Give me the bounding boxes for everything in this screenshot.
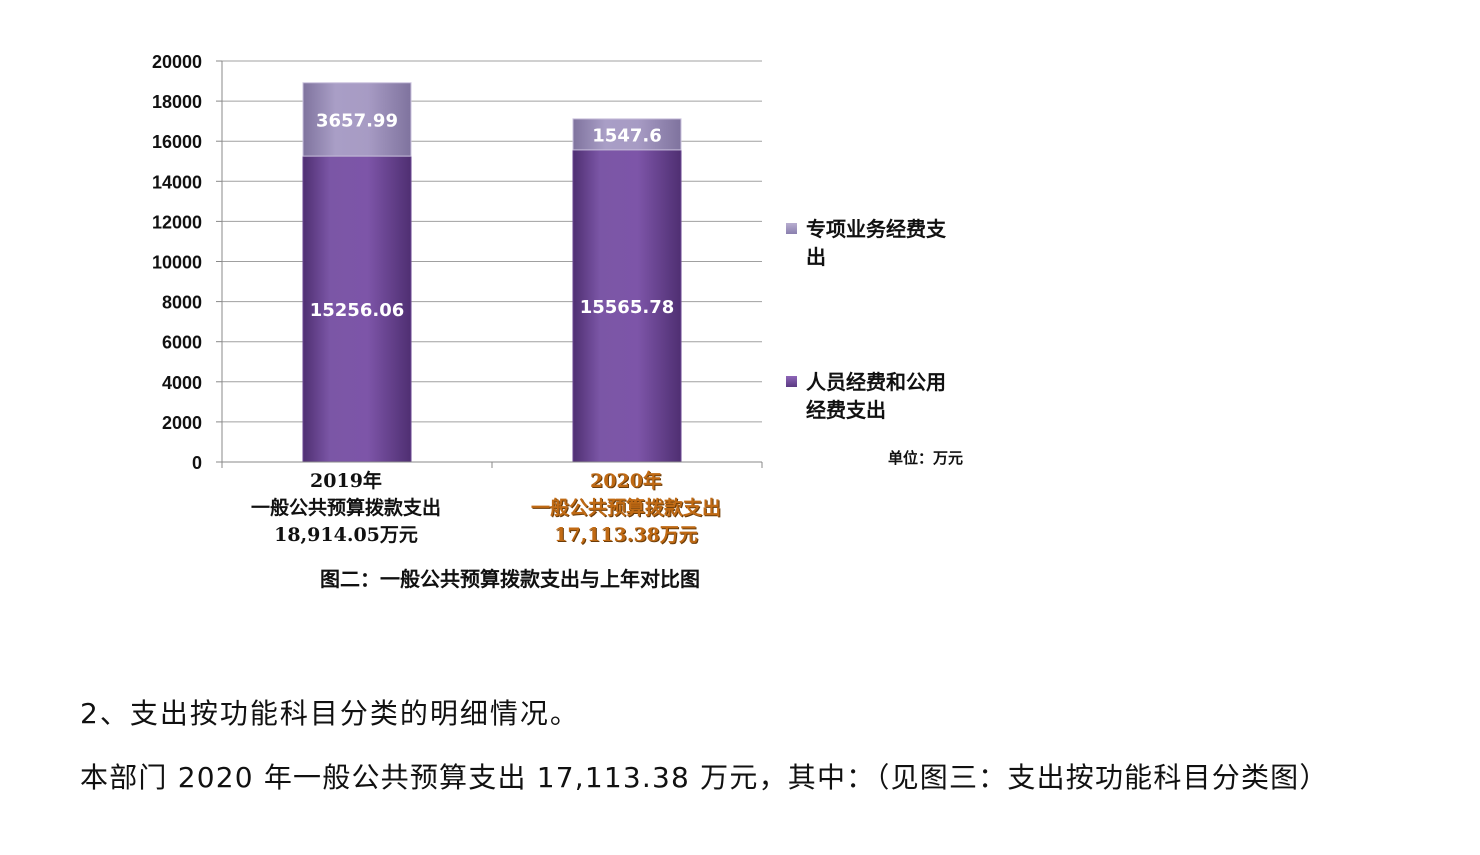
legend-swatch-personnel bbox=[786, 376, 797, 387]
data-label: 3657.99 bbox=[316, 110, 398, 131]
bar-segment bbox=[572, 118, 682, 151]
y-axis-ticks: 0 2000 4000 6000 8000 10000 12000 14000 16000 180… bbox=[152, 52, 222, 473]
category-total: 18,914.05万元 bbox=[274, 524, 418, 546]
y-tick-label: 4000 bbox=[162, 373, 202, 393]
bars: 15256.06 3657.99 15565.78 1547.6 bbox=[302, 82, 682, 463]
legend-swatch-special bbox=[786, 223, 797, 234]
y-tick-label: 20000 bbox=[152, 52, 202, 72]
section-heading: 2、支出按功能科目分类的明细情况。 bbox=[80, 697, 580, 730]
category-desc: 一般公共预算拨款支出 bbox=[250, 497, 441, 519]
y-tick-label: 0 bbox=[192, 453, 202, 473]
category-label-2020: 2020年 一般公共预算拨款支出 17,113.38万元 bbox=[476, 468, 776, 549]
y-tick-label: 10000 bbox=[152, 253, 202, 273]
y-tick-label: 18000 bbox=[152, 92, 202, 112]
y-tick-label: 14000 bbox=[152, 172, 202, 192]
category-desc: 一般公共预算拨款支出 bbox=[530, 497, 721, 519]
category-year: 2020年 bbox=[590, 470, 662, 492]
y-tick-label: 16000 bbox=[152, 132, 202, 152]
category-label-2019: 2019年 一般公共预算拨款支出 18,914.05万元 bbox=[196, 468, 496, 549]
category-year: 2019年 bbox=[310, 470, 382, 492]
axes bbox=[221, 61, 763, 468]
unit-label: 单位：万元 bbox=[888, 449, 964, 467]
legend-label-special: 专项业务经费支出 bbox=[806, 217, 946, 269]
stacked-bar-chart: 0 2000 4000 6000 8000 10000 12000 14000 16000 180… bbox=[152, 52, 763, 473]
bar-segment bbox=[302, 82, 412, 157]
y-tick-label: 6000 bbox=[162, 333, 202, 353]
data-label: 15565.78 bbox=[580, 297, 675, 318]
category-total: 17,113.38万元 bbox=[554, 524, 698, 546]
y-tick-label: 2000 bbox=[162, 413, 202, 433]
y-tick-label: 8000 bbox=[162, 293, 202, 313]
legend-label-personnel: 人员经费和公用经费支出 bbox=[806, 370, 946, 422]
body-paragraph: 本部门 2020 年一般公共预算支出 17,113.38 万元，其中：（见图三：… bbox=[80, 761, 1329, 794]
data-label: 1547.6 bbox=[592, 125, 661, 146]
data-label: 15256.06 bbox=[310, 300, 405, 321]
bar-segment bbox=[302, 155, 412, 463]
figure-caption: 图二：一般公共预算拨款支出与上年对比图 bbox=[320, 567, 700, 591]
bar-segment bbox=[572, 149, 682, 463]
y-tick-label: 12000 bbox=[152, 212, 202, 232]
